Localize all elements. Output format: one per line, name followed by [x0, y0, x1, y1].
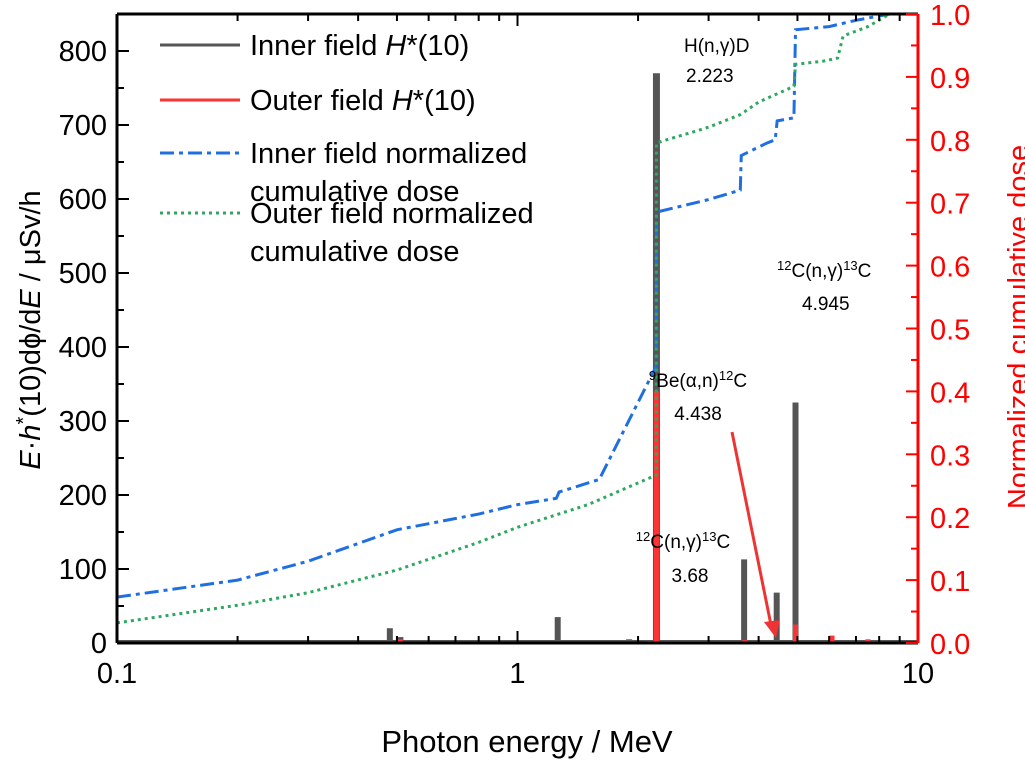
y-tick-label: 300 — [59, 406, 107, 438]
y2-tick-label: 0.6 — [930, 252, 970, 284]
peak-value: 3.68 — [672, 566, 709, 587]
peak-value: 4.945 — [802, 294, 850, 315]
x-tick-label: 1 — [509, 658, 525, 690]
y-tick-label: 800 — [59, 36, 107, 68]
legend: Inner field H*(10) Outer field H*(10) Inne… — [160, 30, 534, 268]
annotations: H(n,γ)D 2.223 12C(n,γ)13C 4.945 9Be(α,n)12C 4… — [636, 36, 871, 638]
peak-label: H(n,γ)D — [684, 36, 749, 57]
y-axis-label: E·h*(10)dϕ/dE / μSv/h — [13, 190, 47, 469]
ylabel-e: E — [15, 450, 47, 470]
peak-label: 12C(n,γ)13C — [777, 258, 871, 282]
y2-tick-label: 0.1 — [930, 566, 970, 598]
y2-tick-label: 0.4 — [930, 377, 970, 409]
x-tick-label: 10 — [902, 658, 934, 690]
y-tick-label: 0 — [91, 628, 107, 660]
legend-label: Outer field normalized — [250, 198, 534, 230]
y2-tick-label: 0.9 — [930, 63, 970, 95]
y-tick-label: 700 — [59, 110, 107, 142]
y2-tick-label: 0.2 — [930, 503, 970, 535]
y2-tick-label: 0.3 — [930, 440, 970, 472]
arrow-line — [730, 431, 773, 626]
y-tick-label: 100 — [59, 554, 107, 586]
legend-label-line2: cumulative dose — [250, 236, 460, 268]
y-tick-label: 400 — [59, 332, 107, 364]
arrow-head — [764, 620, 780, 638]
axes: 0.1 1 1001002003004005006007008000.00.10.2… — [59, 0, 971, 690]
peak-label: 9Be(α,n)12C — [649, 368, 747, 392]
peak-value: 2.223 — [686, 66, 734, 87]
ylabel-unit: / μSv/h — [15, 190, 47, 289]
ylabel-h: h — [15, 425, 47, 441]
y2-tick-label: 0.7 — [930, 189, 970, 221]
x-tick-label: 0.1 — [97, 658, 137, 690]
y2-tick-label: 0.0 — [930, 629, 970, 661]
ylabel-mid: (10)dϕ/d — [15, 309, 47, 417]
y-tick-label: 600 — [59, 184, 107, 216]
y2-tick-label: 1.0 — [930, 0, 970, 32]
legend-label: Inner field H*(10) — [250, 30, 469, 62]
legend-label: Inner field normalized — [250, 138, 527, 170]
ylabel-dot: · — [15, 441, 47, 451]
y-tick-label: 500 — [59, 258, 107, 290]
y-tick-label: 200 — [59, 480, 107, 512]
plot-area — [116, 12, 918, 643]
legend-label-line2: cumulative dose — [250, 176, 460, 208]
ylabel-star: * — [13, 417, 35, 425]
legend-label: Outer field H*(10) — [250, 85, 476, 117]
peak-value: 4.438 — [674, 404, 722, 425]
y2-tick-label: 0.8 — [930, 126, 970, 158]
y2-axis-label: Normalized cumulative dose — [1003, 145, 1025, 509]
inner-cumulative-line — [116, 12, 918, 599]
x-axis-label: Photon energy / MeV — [381, 724, 673, 759]
ylabel-e2: E — [15, 289, 47, 309]
y2-tick-label: 0.5 — [930, 315, 970, 347]
peak-label: 12C(n,γ)13C — [636, 529, 730, 553]
